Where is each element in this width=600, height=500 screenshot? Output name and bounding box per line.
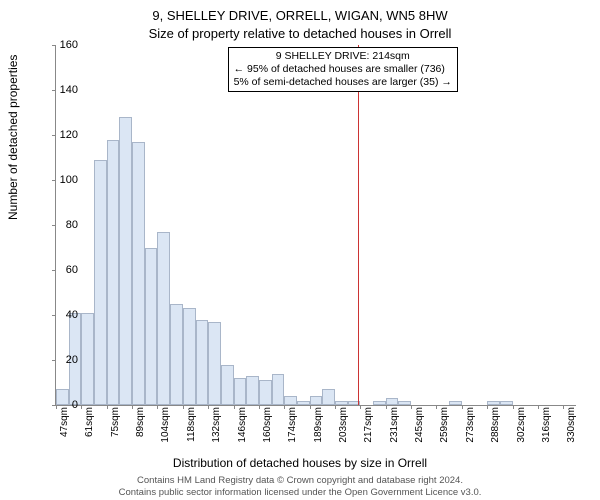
ytick-label: 120 xyxy=(48,129,78,141)
histogram-bar xyxy=(373,401,386,406)
xtick-mark xyxy=(386,405,387,409)
xtick-mark xyxy=(538,405,539,409)
plot-area: 47sqm61sqm75sqm89sqm104sqm118sqm132sqm14… xyxy=(55,45,576,406)
attribution: Contains HM Land Registry data © Crown c… xyxy=(0,475,600,498)
histogram-bar xyxy=(297,401,310,406)
histogram-bar xyxy=(196,320,209,406)
histogram-bar xyxy=(310,396,323,405)
xtick-label: 89sqm xyxy=(135,407,146,457)
histogram-bar xyxy=(449,401,462,406)
attribution-line2: Contains public sector information licen… xyxy=(119,487,482,498)
xtick-label: 104sqm xyxy=(160,407,171,457)
ytick-label: 100 xyxy=(48,174,78,186)
xtick-mark xyxy=(157,405,158,409)
xtick-mark xyxy=(563,405,564,409)
xtick-mark xyxy=(487,405,488,409)
histogram-bar xyxy=(272,374,285,406)
annotation-box: 9 SHELLEY DRIVE: 214sqm← 95% of detached… xyxy=(228,47,458,92)
xtick-label: 132sqm xyxy=(211,407,222,457)
xtick-mark xyxy=(360,405,361,409)
histogram-bar xyxy=(208,322,221,405)
histogram-bar xyxy=(284,396,297,405)
xtick-mark xyxy=(208,405,209,409)
ytick-label: 160 xyxy=(48,39,78,51)
xtick-mark xyxy=(81,405,82,409)
histogram-bar xyxy=(335,401,348,406)
histogram-bar xyxy=(487,401,500,406)
xtick-mark xyxy=(310,405,311,409)
annotation-line3: 5% of semi-detached houses are larger (3… xyxy=(234,76,452,89)
xtick-mark xyxy=(411,405,412,409)
histogram-bar xyxy=(157,232,170,405)
xtick-mark xyxy=(436,405,437,409)
xtick-label: 174sqm xyxy=(287,407,298,457)
xtick-label: 75sqm xyxy=(110,407,121,457)
histogram-bar xyxy=(183,308,196,405)
histogram-bar xyxy=(119,117,132,405)
annotation-line2: ← 95% of detached houses are smaller (73… xyxy=(234,63,452,76)
histogram-bar xyxy=(234,378,247,405)
xtick-label: 330sqm xyxy=(566,407,577,457)
xtick-mark xyxy=(513,405,514,409)
xtick-label: 47sqm xyxy=(59,407,70,457)
histogram-bar xyxy=(145,248,158,406)
xtick-label: 231sqm xyxy=(389,407,400,457)
xtick-label: 160sqm xyxy=(262,407,273,457)
xtick-mark xyxy=(107,405,108,409)
xtick-mark xyxy=(259,405,260,409)
histogram-bar xyxy=(170,304,183,405)
xtick-label: 302sqm xyxy=(516,407,527,457)
histogram-bar xyxy=(221,365,234,406)
ytick-label: 80 xyxy=(48,219,78,231)
xtick-label: 259sqm xyxy=(439,407,450,457)
xtick-label: 189sqm xyxy=(313,407,324,457)
xtick-mark xyxy=(284,405,285,409)
histogram-bar xyxy=(246,376,259,405)
histogram-bar xyxy=(81,313,94,405)
xtick-mark xyxy=(462,405,463,409)
histogram-bar xyxy=(107,140,120,406)
ytick-label: 20 xyxy=(48,354,78,366)
histogram-bar xyxy=(386,398,399,405)
attribution-line1: Contains HM Land Registry data © Crown c… xyxy=(137,475,463,486)
histogram-bar xyxy=(94,160,107,405)
x-axis-label: Distribution of detached houses by size … xyxy=(0,456,600,470)
xtick-label: 217sqm xyxy=(363,407,374,457)
xtick-label: 118sqm xyxy=(186,407,197,457)
reference-line xyxy=(358,45,359,405)
chart-container: 9, SHELLEY DRIVE, ORRELL, WIGAN, WN5 8HW… xyxy=(0,0,600,500)
y-axis-label: Number of detached properties xyxy=(6,55,20,220)
xtick-mark xyxy=(183,405,184,409)
xtick-label: 146sqm xyxy=(237,407,248,457)
annotation-line1: 9 SHELLEY DRIVE: 214sqm xyxy=(234,50,452,63)
title-main: 9, SHELLEY DRIVE, ORRELL, WIGAN, WN5 8HW xyxy=(0,8,600,23)
histogram-bar xyxy=(322,389,335,405)
title-sub: Size of property relative to detached ho… xyxy=(0,26,600,41)
xtick-label: 288sqm xyxy=(490,407,501,457)
xtick-label: 273sqm xyxy=(465,407,476,457)
ytick-label: 40 xyxy=(48,309,78,321)
xtick-mark xyxy=(132,405,133,409)
histogram-bar xyxy=(132,142,145,405)
histogram-bar xyxy=(259,380,272,405)
histogram-bar xyxy=(500,401,513,406)
xtick-label: 203sqm xyxy=(338,407,349,457)
histogram-bar xyxy=(398,401,411,406)
xtick-mark xyxy=(335,405,336,409)
xtick-mark xyxy=(234,405,235,409)
xtick-label: 245sqm xyxy=(414,407,425,457)
ytick-label: 60 xyxy=(48,264,78,276)
ytick-label: 0 xyxy=(48,399,78,411)
xtick-label: 61sqm xyxy=(84,407,95,457)
xtick-label: 316sqm xyxy=(541,407,552,457)
ytick-label: 140 xyxy=(48,84,78,96)
